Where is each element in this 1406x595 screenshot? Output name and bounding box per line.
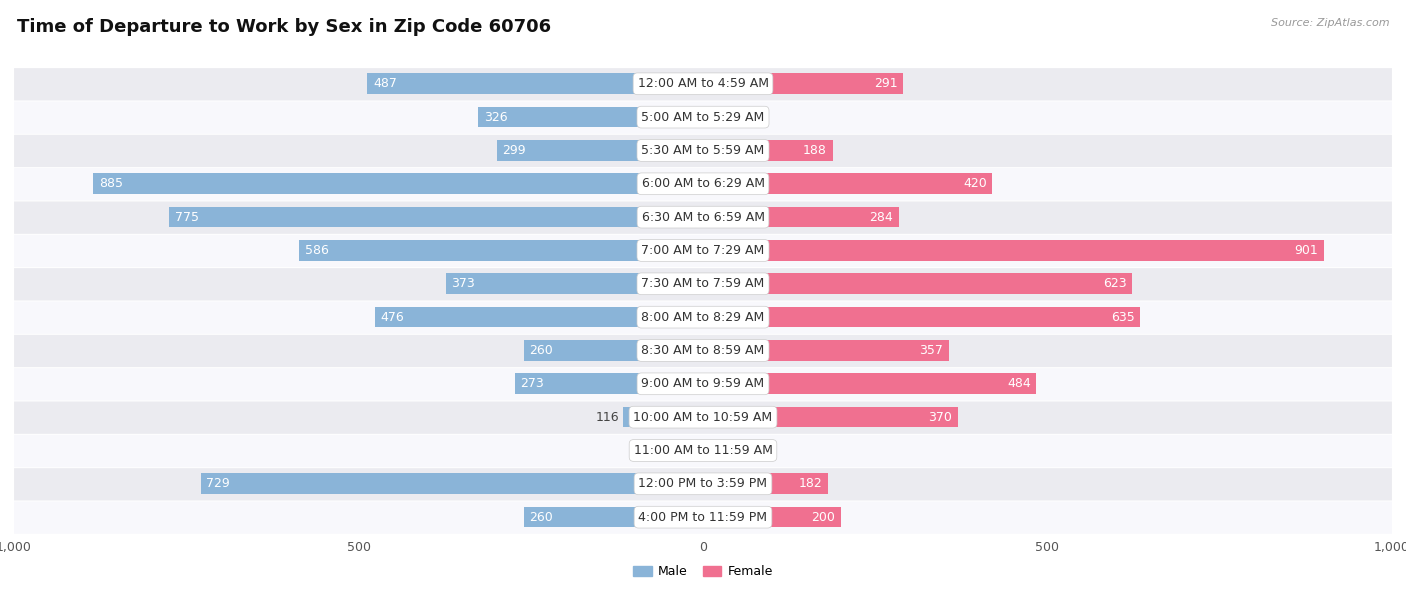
FancyBboxPatch shape (14, 435, 1392, 467)
Bar (703, 507, 841, 528)
Bar (703, 240, 1323, 261)
Text: 8:00 AM to 8:29 AM: 8:00 AM to 8:29 AM (641, 311, 765, 324)
Text: 8:30 AM to 8:59 AM: 8:30 AM to 8:59 AM (641, 344, 765, 357)
Text: 7:00 AM to 7:29 AM: 7:00 AM to 7:29 AM (641, 244, 765, 257)
Bar (703, 207, 898, 227)
Bar (375, 307, 703, 327)
Bar (703, 274, 1132, 294)
Text: 273: 273 (520, 377, 544, 390)
Text: 775: 775 (174, 211, 198, 224)
Bar (665, 440, 703, 461)
Text: 729: 729 (207, 477, 231, 490)
FancyBboxPatch shape (14, 135, 1392, 167)
FancyBboxPatch shape (14, 235, 1392, 267)
Bar (703, 340, 949, 361)
Text: 284: 284 (869, 211, 893, 224)
Bar (478, 107, 703, 127)
Bar (703, 474, 828, 494)
Bar (703, 374, 1036, 394)
FancyBboxPatch shape (14, 168, 1392, 201)
Bar (496, 140, 703, 161)
Bar (703, 307, 1140, 327)
Bar (367, 73, 703, 94)
FancyBboxPatch shape (14, 268, 1392, 300)
Text: 476: 476 (381, 311, 405, 324)
Text: 326: 326 (484, 111, 508, 124)
FancyBboxPatch shape (14, 368, 1392, 400)
FancyBboxPatch shape (14, 402, 1392, 434)
Text: 260: 260 (530, 344, 553, 357)
Text: 291: 291 (875, 77, 898, 90)
FancyBboxPatch shape (14, 468, 1392, 500)
Text: 901: 901 (1295, 244, 1319, 257)
Bar (524, 507, 703, 528)
Bar (299, 240, 703, 261)
Text: 200: 200 (811, 511, 835, 524)
Text: 9:00 AM to 9:59 AM: 9:00 AM to 9:59 AM (641, 377, 765, 390)
Bar (703, 407, 957, 427)
Text: Source: ZipAtlas.com: Source: ZipAtlas.com (1271, 18, 1389, 28)
Text: 188: 188 (803, 144, 827, 157)
Text: 37: 37 (733, 444, 748, 457)
Text: 12:00 PM to 3:59 PM: 12:00 PM to 3:59 PM (638, 477, 768, 490)
Text: 6:30 AM to 6:59 AM: 6:30 AM to 6:59 AM (641, 211, 765, 224)
Bar (515, 374, 703, 394)
Bar (524, 340, 703, 361)
Bar (703, 174, 993, 194)
Text: Time of Departure to Work by Sex in Zip Code 60706: Time of Departure to Work by Sex in Zip … (17, 18, 551, 36)
Text: 484: 484 (1007, 377, 1031, 390)
Bar (201, 474, 703, 494)
Text: 420: 420 (963, 177, 987, 190)
Text: 5:00 AM to 5:29 AM: 5:00 AM to 5:29 AM (641, 111, 765, 124)
Text: 19: 19 (720, 111, 735, 124)
Text: 260: 260 (530, 511, 553, 524)
Text: 7:30 AM to 7:59 AM: 7:30 AM to 7:59 AM (641, 277, 765, 290)
Text: 12:00 AM to 4:59 AM: 12:00 AM to 4:59 AM (637, 77, 769, 90)
Text: 357: 357 (920, 344, 943, 357)
FancyBboxPatch shape (14, 68, 1392, 101)
Bar (169, 207, 703, 227)
Bar (703, 73, 904, 94)
Bar (623, 407, 703, 427)
Text: 373: 373 (451, 277, 475, 290)
Bar (703, 140, 832, 161)
Text: 299: 299 (502, 144, 526, 157)
Text: 55: 55 (645, 444, 661, 457)
Text: 4:00 PM to 11:59 PM: 4:00 PM to 11:59 PM (638, 511, 768, 524)
Text: 635: 635 (1111, 311, 1135, 324)
Text: 885: 885 (98, 177, 122, 190)
Text: 6:00 AM to 6:29 AM: 6:00 AM to 6:29 AM (641, 177, 765, 190)
FancyBboxPatch shape (14, 102, 1392, 134)
FancyBboxPatch shape (14, 202, 1392, 234)
Bar (703, 440, 728, 461)
FancyBboxPatch shape (14, 502, 1392, 534)
FancyBboxPatch shape (14, 335, 1392, 367)
Bar (703, 107, 716, 127)
Bar (93, 174, 703, 194)
Text: 10:00 AM to 10:59 AM: 10:00 AM to 10:59 AM (634, 411, 772, 424)
FancyBboxPatch shape (14, 302, 1392, 334)
Text: 5:30 AM to 5:59 AM: 5:30 AM to 5:59 AM (641, 144, 765, 157)
Text: 11:00 AM to 11:59 AM: 11:00 AM to 11:59 AM (634, 444, 772, 457)
Text: 487: 487 (373, 77, 396, 90)
Text: 370: 370 (928, 411, 952, 424)
Text: 586: 586 (305, 244, 329, 257)
Text: 623: 623 (1104, 277, 1126, 290)
Text: 182: 182 (799, 477, 823, 490)
Text: 116: 116 (595, 411, 619, 424)
Bar (446, 274, 703, 294)
Legend: Male, Female: Male, Female (628, 560, 778, 583)
